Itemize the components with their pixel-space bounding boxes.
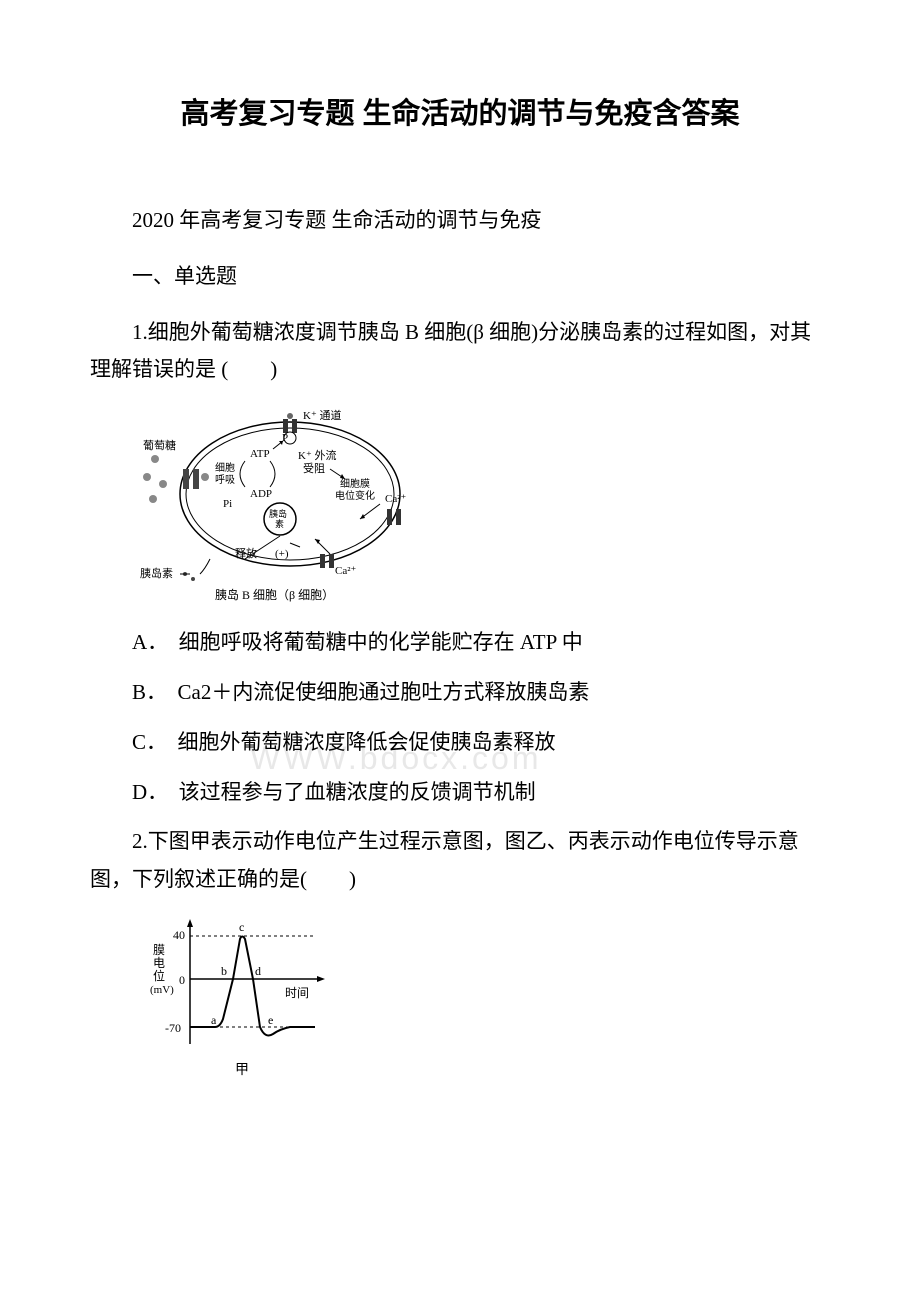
resp-label-2: 呼吸 [215,474,235,486]
question-1-option-d: D． 该过程参与了血糖浓度的反馈调节机制 [90,774,830,812]
y-tick-0: 0 [179,973,185,987]
question-1-text: 1.细胞外葡萄糖浓度调节胰岛 B 细胞(β 细胞)分泌胰岛素的过程如图，对其理解… [90,314,830,390]
graph-sublabel: 甲 [235,1063,249,1078]
point-e: e [268,1013,273,1027]
question-2-figure: 40 0 -70 膜 电 位 (mV) a b c d e 时间 甲 [135,909,830,1094]
k-outflow-label-1: K⁺ 外流 [298,448,337,462]
point-c: c [239,920,244,934]
pi-label: Pi [223,498,232,510]
y-label-2: 电 [153,956,165,970]
atp-label: ATP [250,448,270,460]
k-outflow-label-2: 受阻 [303,462,325,475]
insulin-inner-2: 素 [275,518,284,529]
subtitle: 2020 年高考复习专题 生命活动的调节与免疫 [90,202,830,240]
question-1-option-a: A． 细胞呼吸将葡萄糖中的化学能贮存在 ATP 中 [90,624,830,662]
y-label-4: (mV) [150,984,174,996]
point-d: d [255,964,261,978]
ca-label-2: Ca²⁺ [335,565,357,577]
membrane-label-2: 电位变化 [335,489,375,502]
section-heading: 一、单选题 [90,258,830,296]
y-tick-40: 40 [173,928,185,942]
question-1-option-b: B． Ca2＋内流促使细胞通过胞吐方式释放胰岛素 [90,674,830,712]
insulin-inner-1: 胰岛 [269,508,287,519]
page-title: 高考复习专题 生命活动的调节与免疫含答案 [90,90,830,132]
point-b: b [221,964,227,978]
ca-label-1: Ca²⁺ [385,493,407,505]
question-2-text: 2.下图甲表示动作电位产生过程示意图，图乙、丙表示动作电位传导示意图，下列叙述正… [90,823,830,899]
cell-name-label: 胰岛 B 细胞（β 细胞） [215,587,334,602]
question-1-option-c: C． 细胞外葡萄糖浓度降低会促使胰岛素释放 [90,724,830,762]
y-label-1: 膜 [153,943,165,957]
k-channel-label: K⁺ 通道 [303,408,342,422]
question-1-figure: 葡萄糖 K⁺ 通道 P K⁺ 外流 受阻 ATP ADP 细胞 呼吸 Pi 细胞… [135,399,830,614]
cell-diagram-svg: 葡萄糖 K⁺ 通道 P K⁺ 外流 受阻 ATP ADP 细胞 呼吸 Pi 细胞… [135,399,415,609]
plus-label: (+) [275,548,289,560]
graph-svg: 40 0 -70 膜 电 位 (mV) a b c d e 时间 甲 [145,909,335,1089]
y-label-3: 位 [153,968,165,983]
point-a: a [211,1013,217,1027]
insulin-out-label: 胰岛素 [140,566,173,580]
x-label: 时间 [285,986,309,1000]
adp-label: ADP [250,488,272,500]
resp-label-1: 细胞 [215,461,235,474]
y-tick-neg70: -70 [165,1021,181,1035]
glucose-label: 葡萄糖 [143,438,176,452]
